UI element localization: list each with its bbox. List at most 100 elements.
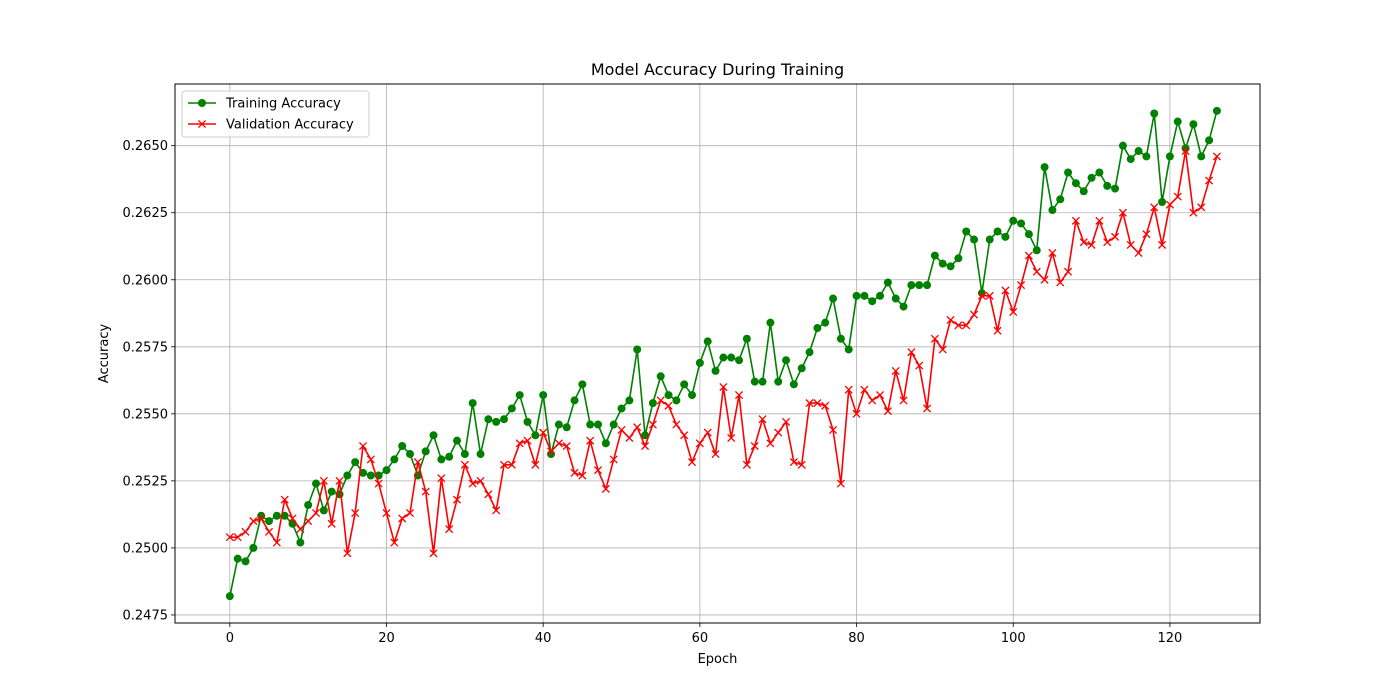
y-tick-label: 0.2650 — [123, 139, 169, 154]
data-point — [429, 431, 438, 440]
data-point — [899, 396, 908, 405]
x-tick-label: 60 — [692, 631, 709, 646]
data-point — [1150, 109, 1159, 118]
data-point — [1024, 230, 1033, 239]
data-point — [1181, 144, 1190, 153]
data-point — [421, 487, 430, 496]
data-point — [359, 468, 368, 477]
data-point — [468, 479, 477, 488]
data-point — [695, 358, 704, 367]
data-point — [594, 420, 603, 429]
data-point — [1205, 176, 1214, 185]
data-point — [578, 380, 587, 389]
data-point — [327, 487, 336, 496]
data-point — [805, 348, 814, 357]
data-point — [257, 511, 266, 520]
data-point — [398, 514, 407, 523]
data-point — [844, 345, 853, 354]
data-point — [1126, 155, 1135, 164]
data-point — [891, 294, 900, 303]
data-point — [1134, 248, 1143, 257]
data-point — [641, 431, 650, 440]
data-point — [1142, 230, 1151, 239]
data-point — [742, 460, 751, 469]
data-point — [852, 291, 861, 300]
data-point — [954, 254, 963, 263]
data-point — [484, 415, 493, 424]
legend-entry: Training Accuracy — [188, 97, 341, 112]
data-point — [1189, 208, 1198, 217]
data-point — [821, 318, 830, 327]
data-point — [531, 431, 540, 440]
data-point — [868, 297, 877, 306]
data-point — [492, 506, 501, 515]
x-axis-label: Epoch — [698, 652, 738, 667]
data-point — [382, 466, 391, 475]
data-point — [617, 404, 626, 413]
data-point — [875, 391, 885, 400]
data-point — [1064, 168, 1073, 177]
data-point — [656, 396, 665, 405]
data-point — [648, 399, 657, 408]
data-point — [1009, 216, 1018, 225]
data-point — [922, 404, 932, 413]
data-point — [797, 364, 806, 373]
data-point — [766, 318, 775, 327]
data-point — [1118, 141, 1127, 150]
data-point — [1095, 216, 1104, 225]
data-point — [1079, 238, 1088, 247]
data-point — [366, 471, 375, 480]
data-point — [531, 460, 540, 469]
data-point — [1212, 106, 1221, 115]
data-point — [460, 450, 469, 459]
data-point — [1095, 168, 1104, 177]
data-point — [648, 420, 657, 429]
data-point — [1189, 120, 1198, 129]
data-point — [492, 417, 501, 426]
data-point — [1032, 267, 1041, 276]
data-point — [852, 409, 861, 418]
data-point — [311, 508, 321, 518]
data-point — [601, 439, 610, 448]
data-point — [766, 439, 775, 448]
data-point — [319, 506, 328, 515]
data-point — [1017, 219, 1026, 228]
data-point — [735, 356, 744, 365]
data-point — [860, 291, 869, 300]
data-point — [523, 436, 532, 445]
data-point — [868, 396, 877, 405]
data-point — [343, 549, 352, 558]
data-point — [562, 441, 571, 451]
data-point — [883, 278, 892, 287]
data-point — [570, 396, 579, 405]
data-point — [366, 455, 375, 464]
data-point — [985, 235, 994, 244]
y-tick-label: 0.2625 — [123, 206, 169, 221]
data-point — [703, 428, 712, 437]
data-point — [296, 525, 305, 534]
data-point — [507, 460, 516, 469]
x-tick-label: 20 — [378, 631, 395, 646]
data-point — [625, 396, 634, 405]
data-point — [539, 391, 548, 400]
data-point — [1103, 181, 1112, 190]
data-point — [233, 554, 242, 563]
data-point — [570, 468, 579, 477]
data-point — [562, 423, 571, 432]
data-point — [946, 315, 955, 325]
data-point — [774, 428, 783, 437]
plot-frame — [174, 83, 1261, 624]
data-point — [437, 455, 446, 464]
data-point — [695, 439, 704, 448]
data-point — [750, 441, 759, 451]
data-point — [891, 366, 900, 375]
data-point — [382, 508, 391, 518]
data-point — [304, 501, 313, 510]
data-point — [429, 549, 438, 558]
data-point — [805, 399, 814, 408]
data-point — [272, 538, 281, 547]
data-point — [264, 527, 274, 536]
data-point — [883, 407, 892, 416]
data-point — [351, 508, 360, 518]
data-point — [829, 294, 838, 303]
